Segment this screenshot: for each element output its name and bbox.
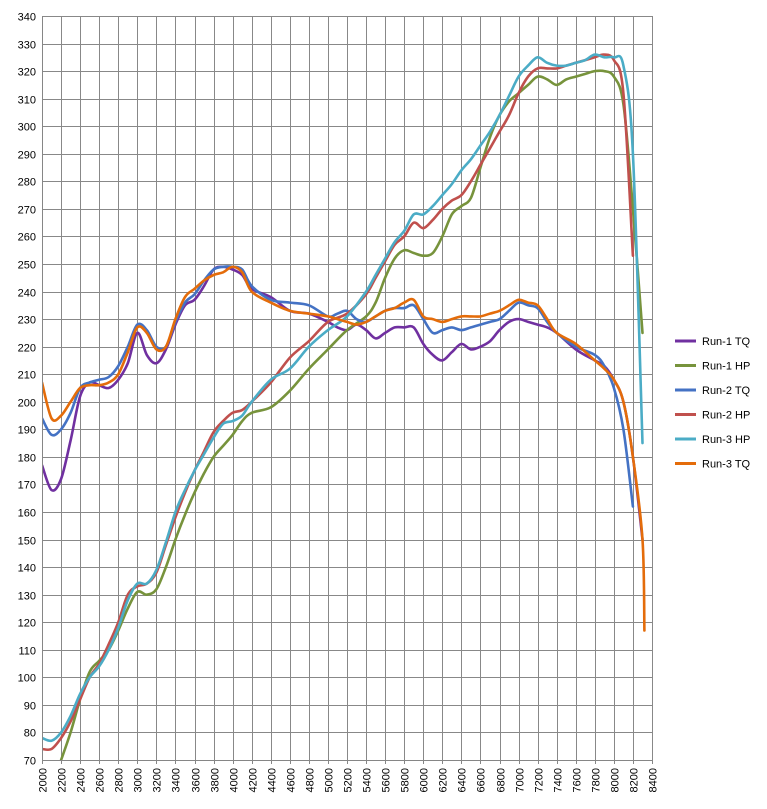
- series-line-run-3-tq: [42, 265, 646, 632]
- y-tick-label: 150: [18, 536, 36, 548]
- x-tick-label: 4600: [286, 768, 298, 792]
- x-tick-label: 7600: [572, 768, 584, 792]
- x-tick-label: 3000: [133, 768, 145, 792]
- x-tick-label: 3200: [152, 768, 164, 792]
- y-tick-label: 310: [18, 95, 36, 107]
- y-tick-label: 330: [18, 40, 36, 52]
- x-tick-label: 5800: [400, 768, 412, 792]
- x-tick-label: 2400: [76, 768, 88, 792]
- series-line-run-3-hp: [42, 53, 644, 743]
- x-tick-label: 3400: [171, 768, 183, 792]
- y-tick-label: 100: [18, 673, 36, 685]
- x-tick-label: 4400: [267, 768, 279, 792]
- x-tick-label: 4200: [248, 768, 260, 792]
- y-tick-label: 250: [18, 260, 36, 272]
- x-tick-label: 4000: [229, 768, 241, 792]
- series-lines: [42, 53, 646, 760]
- y-tick-label: 270: [18, 205, 36, 217]
- series-line-run-1-hp: [59, 69, 644, 760]
- y-tick-label: 190: [18, 425, 36, 437]
- y-tick-label: 340: [18, 12, 36, 24]
- y-tick-label: 130: [18, 591, 36, 603]
- legend-label-run-1-hp: Run-1 HP: [702, 361, 750, 373]
- x-tick-label: 6000: [419, 768, 431, 792]
- axes: 70 80 90 100 110 120 130 140 150 160 170 180 190 200 2…: [18, 12, 660, 793]
- y-tick-label: 160: [18, 508, 36, 520]
- x-tick-label: 6200: [438, 768, 450, 792]
- y-tick-label: 200: [18, 398, 36, 410]
- y-tick-label: 220: [18, 343, 36, 355]
- x-tick-label: 2200: [57, 768, 69, 792]
- x-tick-label: 8200: [629, 768, 641, 792]
- y-tick-label: 70: [24, 756, 36, 768]
- y-tick-label: 110: [18, 646, 36, 658]
- x-tick-label: 6600: [476, 768, 488, 792]
- legend-label-run-2-tq: Run-2 TQ: [702, 385, 751, 397]
- x-tick-label: 6400: [457, 768, 469, 792]
- x-tick-label: 7800: [591, 768, 603, 792]
- y-tick-label: 210: [18, 370, 36, 382]
- y-tick-label: 300: [18, 122, 36, 134]
- y-tick-label: 170: [18, 480, 36, 492]
- y-tick-label: 290: [18, 150, 36, 162]
- y-tick-label: 260: [18, 232, 36, 244]
- x-tick-label: 2600: [95, 768, 107, 792]
- legend-label-run-3-tq: Run-3 TQ: [702, 459, 751, 471]
- y-tick-label: 240: [18, 288, 36, 300]
- legend-label-run-2-hp: Run-2 HP: [702, 410, 750, 422]
- series-line-run-2-tq: [42, 265, 635, 508]
- y-tick-label: 320: [18, 67, 36, 79]
- legend-label-run-3-hp: Run-3 HP: [702, 434, 750, 446]
- x-tick-label: 7400: [553, 768, 565, 792]
- x-tick-label: 5400: [362, 768, 374, 792]
- x-tick-label: 8000: [610, 768, 622, 792]
- x-tick-label: 3600: [191, 768, 203, 792]
- x-tick-label: 2800: [114, 768, 126, 792]
- y-tick-label: 90: [24, 701, 36, 713]
- y-tick-label: 230: [18, 315, 36, 327]
- x-tick-label: 7000: [515, 768, 527, 792]
- x-tick-label: 4800: [305, 768, 317, 792]
- x-tick-label: 5200: [343, 768, 355, 792]
- x-tick-label: 3800: [210, 768, 222, 792]
- x-tick-label: 5600: [381, 768, 393, 792]
- x-tick-label: 2000: [38, 768, 50, 792]
- y-tick-label: 80: [24, 728, 36, 740]
- x-tick-label: 6800: [496, 768, 508, 792]
- legend-label-run-1-tq: Run-1 TQ: [702, 336, 751, 348]
- y-tick-label: 180: [18, 453, 36, 465]
- gridlines: [42, 16, 653, 761]
- y-tick-label: 120: [18, 618, 36, 630]
- x-tick-label: 8400: [648, 768, 660, 792]
- y-tick-label: 280: [18, 177, 36, 189]
- x-tick-label: 7200: [534, 768, 546, 792]
- x-tick-label: 5000: [324, 768, 336, 792]
- y-tick-label: 140: [18, 563, 36, 575]
- legend: Run-1 TQ Run-1 HP Run-2 TQ Run-2 HP Run-3 HP…: [675, 336, 751, 471]
